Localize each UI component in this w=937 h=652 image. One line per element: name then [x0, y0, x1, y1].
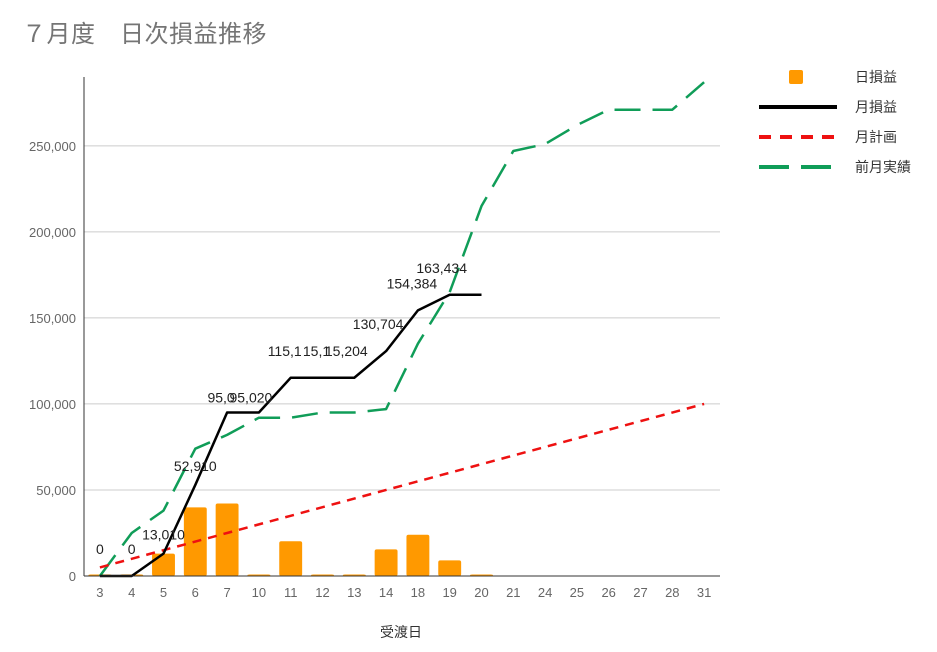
- series-line: [99, 293, 482, 578]
- data-label: 0: [96, 541, 104, 557]
- x-tick-label: 4: [128, 585, 135, 600]
- bar: [279, 541, 303, 576]
- y-tick-label: 250,000: [29, 139, 76, 154]
- bar: [406, 534, 430, 576]
- legend-swatch-prev: [755, 159, 837, 175]
- legend-label-plan: 月計画: [855, 130, 897, 146]
- bar: [215, 503, 239, 576]
- legend-item-monthly[interactable]: 月損益: [755, 92, 935, 122]
- data-label: 115,1: [268, 343, 302, 359]
- data-label: 130,704: [353, 316, 404, 332]
- x-tick-label: 11: [284, 585, 298, 600]
- x-tick-label: 3: [96, 585, 103, 600]
- chart-title: ７月度 日次損益推移: [22, 20, 267, 48]
- line-series: [98, 81, 705, 578]
- data-label: 154,384: [387, 275, 438, 291]
- x-tick-label: 27: [633, 585, 647, 600]
- bar: [152, 553, 175, 576]
- legend-swatch-plan: [755, 129, 837, 145]
- legend-item-daily[interactable]: 日損益: [755, 62, 935, 92]
- x-tick-label: 6: [192, 585, 199, 600]
- grid-lines: [84, 145, 720, 491]
- legend-label-monthly: 月損益: [855, 100, 897, 116]
- data-label: 95,020: [229, 390, 272, 406]
- data-labels: 0 0 13,010 52,910 95,095,020 115,1 15,115,204 1…: [96, 260, 467, 557]
- x-tick-label: 7: [223, 585, 230, 600]
- data-label: 0: [128, 541, 136, 557]
- y-tick-label: 50,000: [36, 483, 76, 498]
- y-tick-label: 100,000: [29, 397, 76, 412]
- legend: 日損益 月損益 月計画 前月実績: [755, 62, 935, 182]
- x-tick-label: 12: [315, 585, 329, 600]
- bar: [438, 560, 462, 576]
- x-tick-label: 25: [570, 585, 584, 600]
- bar: [374, 549, 398, 576]
- x-tick-label: 14: [379, 585, 393, 600]
- legend-item-prev[interactable]: 前月実績: [755, 152, 935, 182]
- legend-label-prev: 前月実績: [855, 160, 911, 176]
- x-tick-label: 28: [665, 585, 679, 600]
- legend-swatch-daily: [755, 69, 837, 85]
- x-tick-label: 21: [506, 585, 520, 600]
- x-axis-title: 受渡日: [380, 625, 422, 641]
- x-tick-label: 26: [601, 585, 615, 600]
- y-tick-label: 200,000: [29, 225, 76, 240]
- legend-label-daily: 日損益: [855, 70, 897, 86]
- x-tick-label: 24: [538, 585, 552, 600]
- data-label: 52,910: [174, 458, 217, 474]
- axes: 0 50,000 100,000 150,000 200,000 250,000 3 4 5 6 7…: [29, 77, 720, 600]
- x-tick-label: 18: [411, 585, 425, 600]
- x-tick-label: 31: [697, 585, 711, 600]
- data-label: 13,010: [142, 527, 185, 543]
- data-label: 15,1: [303, 343, 330, 359]
- data-label: 15,204: [325, 343, 368, 359]
- x-tick-label: 13: [347, 585, 361, 600]
- x-tick-label: 10: [252, 585, 266, 600]
- data-label: 95,0: [207, 390, 234, 406]
- legend-swatch-monthly: [755, 99, 837, 115]
- series-line: [99, 402, 705, 569]
- data-label: 163,434: [416, 260, 467, 276]
- x-tick-label: 19: [442, 585, 456, 600]
- y-tick-label: 150,000: [29, 311, 76, 326]
- y-tick-label: 0: [69, 569, 76, 584]
- x-tick-label: 5: [160, 585, 167, 600]
- legend-item-plan[interactable]: 月計画: [755, 122, 935, 152]
- x-tick-label: 20: [474, 585, 488, 600]
- series-line: [98, 81, 705, 577]
